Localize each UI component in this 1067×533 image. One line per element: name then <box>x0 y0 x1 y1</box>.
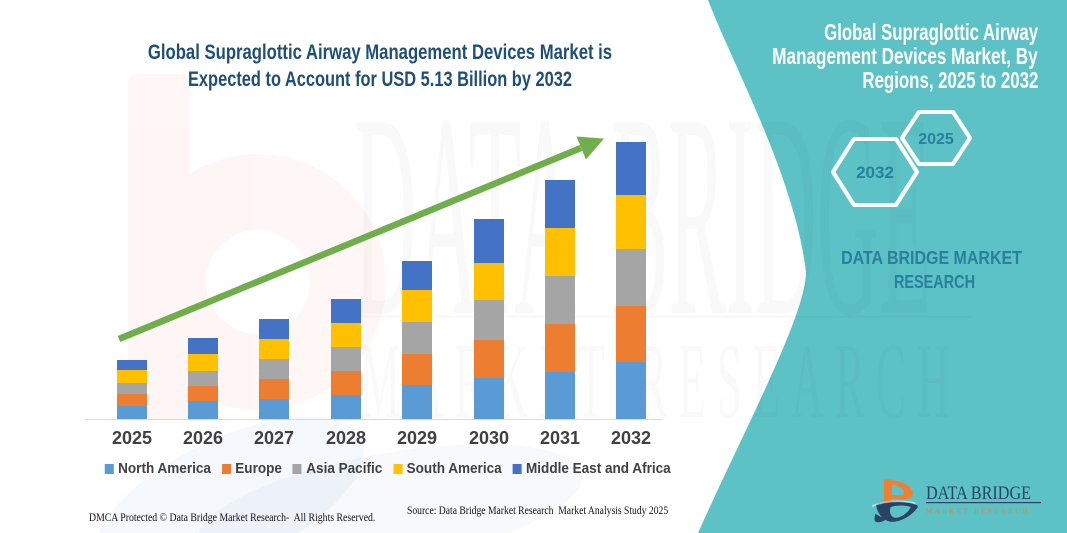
svg-text:MARKET RESEARCH: MARKET RESEARCH <box>926 507 1030 516</box>
svg-text:DATA BRIDGE: DATA BRIDGE <box>926 483 1031 504</box>
svg-text:2032: 2032 <box>856 163 894 182</box>
svg-text:2025: 2025 <box>918 131 954 148</box>
